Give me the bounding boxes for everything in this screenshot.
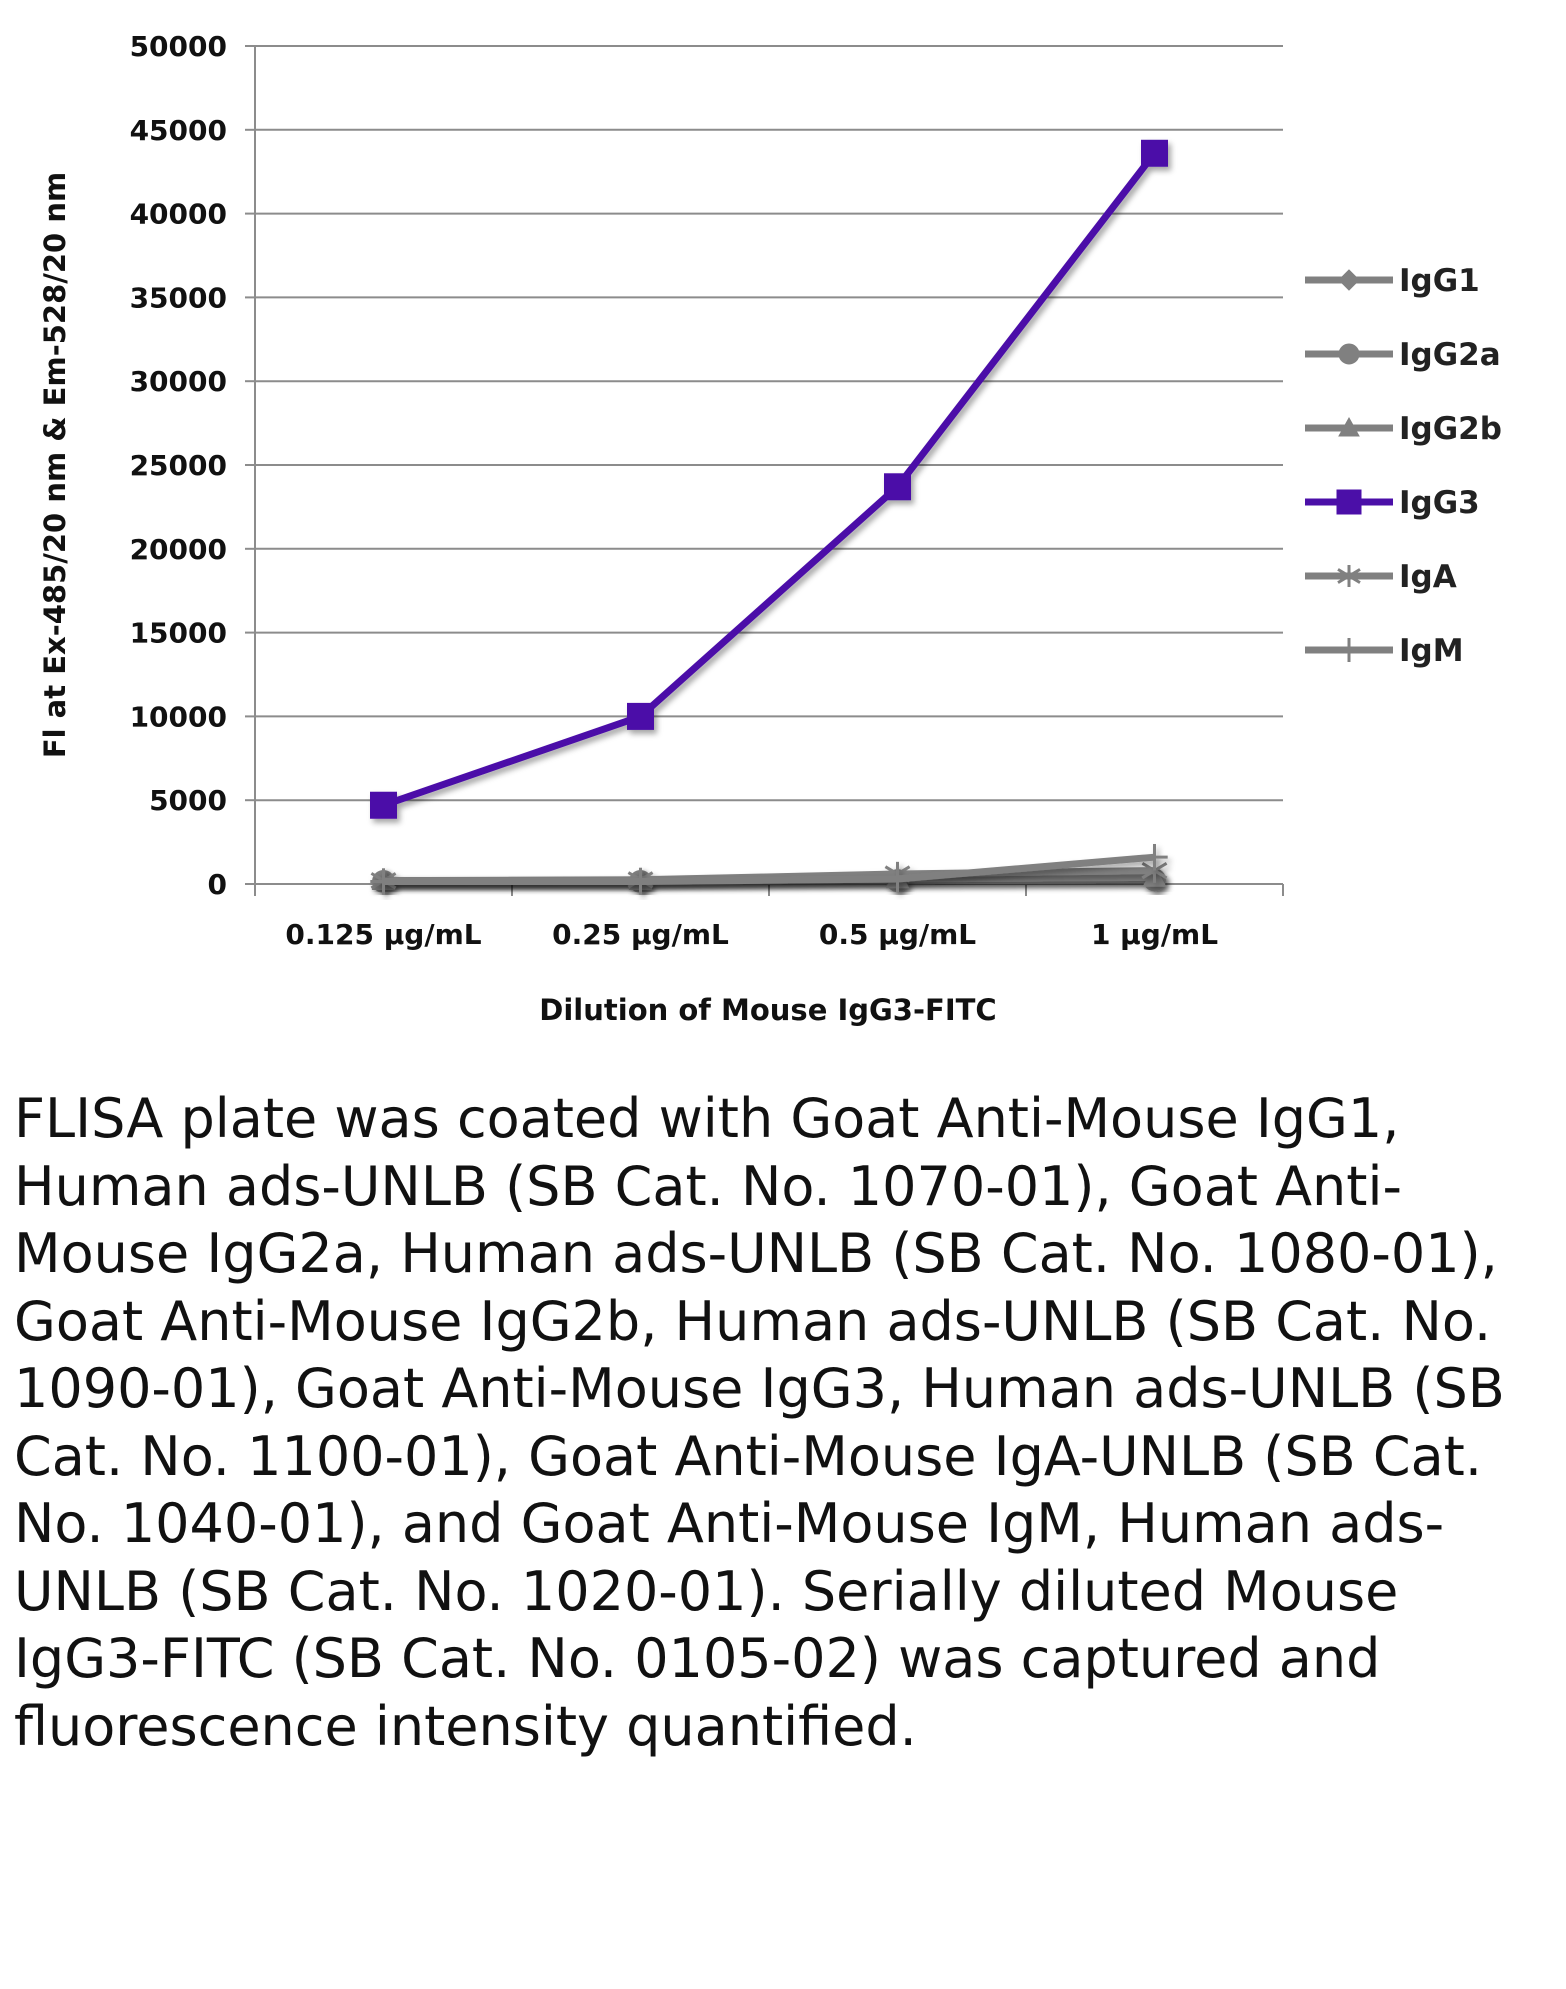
series-line-igm [383,853,1155,885]
figure-caption: FLISA plate was coated with Goat Anti-Mo… [14,1087,1505,1758]
chart-area: 0 5000 10000 15000 20000 25000 30000 35000 40000… [38,30,1502,1027]
x-tick-label: 1 µg/mL [1091,918,1218,951]
data-point-igg3 [884,473,911,501]
series-line-igg3 [382,151,1158,809]
legend-item-igg2b: IgG2b [1305,411,1502,447]
y-tick-label: 10000 [130,700,227,733]
series-igg3 [370,139,1168,819]
y-tick-label: 15000 [130,617,227,650]
y-axis-title: Fl at Ex-485/20 nm & Em-528/20 nm [38,172,72,758]
x-tick-label: 0.125 µg/mL [285,918,481,951]
legend-item-igm: IgM [1305,633,1464,669]
y-tick-label: 50000 [130,30,227,63]
legend-item-igg1: IgG1 [1305,263,1480,299]
data-point-igg3 [627,702,654,730]
data-point-igm [370,868,397,895]
legend-item-igg2a: IgG2a [1305,337,1501,373]
legend-marker [1337,565,1361,587]
legend-label: IgG1 [1399,263,1480,299]
x-axis-title: Dilution of Mouse IgG3-FITC [539,993,996,1027]
legend-marker [1338,269,1360,291]
y-tick-label: 25000 [130,449,227,482]
series-layer [370,139,1168,895]
legend: IgG1 IgG2a IgG2b IgG3 IgA IgM [1305,263,1502,669]
legend-marker [1337,638,1361,662]
y-tick-label: 0 [208,868,227,901]
x-tick-label: 0.5 µg/mL [819,918,976,951]
line-chart: 0 5000 10000 15000 20000 25000 30000 35000 40000… [38,30,1502,1027]
legend-label: IgA [1399,559,1457,595]
data-point-igg3 [1141,139,1168,167]
y-tick-label: 45000 [130,114,227,147]
y-tick-label: 30000 [130,365,227,398]
axes: 0 5000 10000 15000 20000 25000 30000 35000 40000… [130,30,1284,951]
data-point-igm [627,868,654,895]
y-tick-label: 35000 [130,281,227,314]
gridlines [255,45,1283,802]
legend-label: IgG2b [1399,411,1502,447]
legend-item-iga: IgA [1305,559,1457,595]
legend-label: IgG3 [1399,485,1480,521]
y-tick-label: 20000 [130,533,227,566]
y-tick-label: 5000 [149,784,227,817]
legend-marker [1336,489,1362,515]
series-igm [370,843,1168,895]
legend-marker [1338,343,1360,365]
legend-label: IgG2a [1399,337,1501,373]
legend-label: IgM [1399,633,1464,669]
legend-marker [1338,416,1360,437]
data-point-igm [884,865,911,893]
data-point-igm [1141,843,1168,871]
x-tick-label: 0.25 µg/mL [552,918,729,951]
legend-item-igg3: IgG3 [1305,485,1480,521]
y-tick-label: 40000 [130,198,227,231]
data-point-igg3 [370,791,397,819]
